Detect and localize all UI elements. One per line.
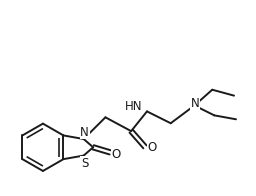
Text: S: S bbox=[81, 157, 88, 170]
Text: O: O bbox=[112, 148, 121, 161]
Text: N: N bbox=[80, 126, 89, 139]
Text: N: N bbox=[191, 97, 200, 110]
Text: HN: HN bbox=[124, 100, 142, 113]
Text: O: O bbox=[147, 141, 157, 154]
